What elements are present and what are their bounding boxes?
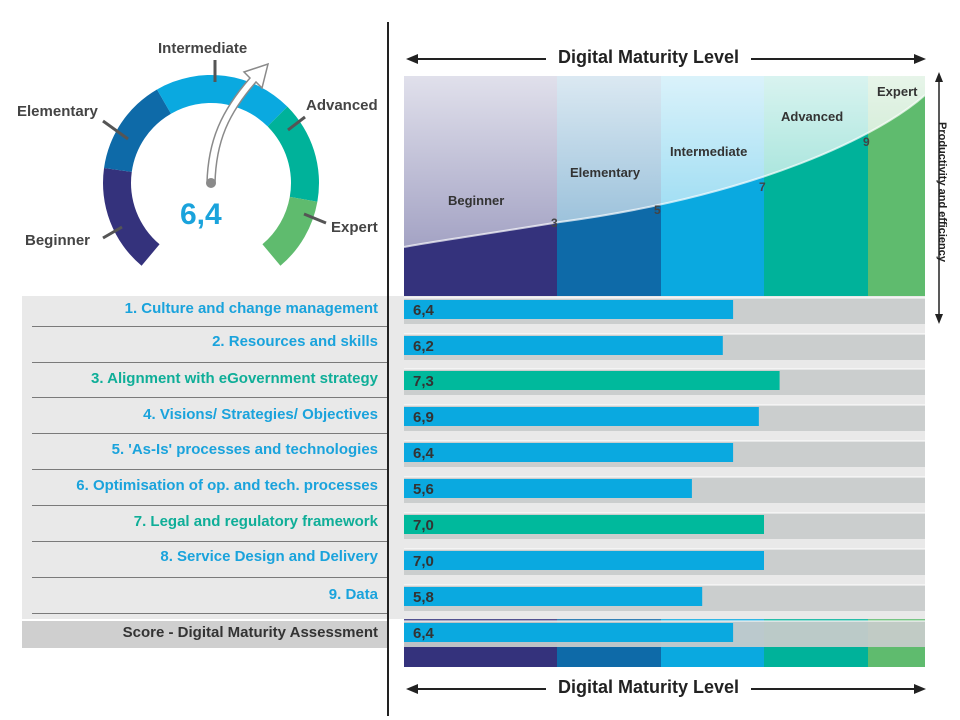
maturity-curve-fade [404,76,925,247]
bar-value-6: 5,6 [413,481,434,498]
band-bottom-expert [868,647,925,667]
threshold-7: 7 [759,180,766,194]
top-axis-arrow-head-right [914,54,926,64]
dimension-label-8: 8. Service Design and Delivery [160,548,378,565]
pointer-elementary [102,119,129,141]
dimension-label-9: 9. Data [328,586,378,603]
dimension-label-3: 3. Alignment with eGovernment strategy [91,370,378,387]
band-bottom-elementary [557,647,661,667]
dimension-label-4: 4. Visions/ Strategies/ Objectives [143,406,378,423]
dimension-label-1: 1. Culture and change management [124,300,378,317]
productivity-arrow-down [935,314,943,324]
bar-value-9: 5,8 [413,589,434,606]
gauge-label-intermediate: Intermediate [158,40,248,57]
score-row-background [22,621,388,648]
dimension-label-7: 7. Legal and regulatory framework [133,513,378,530]
bar-value-2: 6,2 [413,338,434,355]
gauge-segment-expert [262,196,318,266]
axis-title-top: Digital Maturity Level [546,47,752,68]
bar-3 [404,371,780,390]
gauge-segment-beginner [102,167,160,266]
panel-level-beginner: Beginner [448,193,505,208]
gauge-label-expert: Expert [331,219,378,236]
bar-1 [404,300,734,319]
pointer-beginner [102,225,123,240]
score-bars: 6,4 6,2 7,3 6,9 6,4 5,6 7,0 7,0 5,8 6,4 [404,300,780,642]
pointer-advanced [287,115,306,132]
bar-10 [404,623,734,642]
gauge-needle-hub [206,178,216,188]
top-axis-arrow-head-left [406,54,418,64]
bar-8 [404,551,764,570]
bar-value-8: 7,0 [413,553,434,570]
threshold-9: 9 [863,135,870,149]
gauge-score: 6,4 [180,198,222,231]
gauge-needle [206,62,270,184]
bar-value-1: 6,4 [413,302,435,319]
dimension-label-5: 5. 'As-Is' processes and technologies [111,441,378,458]
gauge-label-elementary: Elementary [17,103,98,120]
dimension-label-2: 2. Resources and skills [212,333,378,350]
gauge-label-advanced: Advanced [306,97,378,114]
gauge-segment-intermediate [157,75,288,127]
bottom-axis-arrow-head-right [914,684,926,694]
panel-level-advanced: Advanced [781,109,844,124]
productivity-arrow-up [935,72,943,82]
panel-level-expert: Expert [877,84,918,99]
band-bottom-intermediate [661,647,764,667]
band-bottom-advanced [764,647,868,667]
bar-2 [404,336,723,355]
score-label: Score - Digital Maturity Assessment [122,624,378,641]
gauge [102,60,327,266]
bar-value-10: 6,4 [413,625,435,642]
gauge-label-beginner: Beginner [25,232,91,249]
threshold-3: 3 [551,216,558,230]
bar-value-4: 6,9 [413,409,434,426]
bar-5 [404,443,734,462]
bar-value-7: 7,0 [413,517,434,534]
bar-9 [404,587,703,606]
gauge-segment-elementary [104,89,171,172]
pointer-expert [303,212,327,225]
bar-7 [404,515,764,534]
axis-title-bottom: Digital Maturity Level [546,677,752,698]
bar-6 [404,479,692,498]
maturity-curve [403,94,926,248]
bar-value-3: 7,3 [413,373,434,390]
bar-value-5: 6,4 [413,445,435,462]
bar-4 [404,407,759,426]
bottom-axis-arrow-head-left [406,684,418,694]
dimension-label-6: 6. Optimisation of op. and tech. process… [76,477,378,494]
band-bottom-beginner [404,647,557,667]
panel-level-intermediate: Intermediate [670,144,748,159]
panel-level-elementary: Elementary [570,165,641,180]
threshold-5: 5 [654,203,661,217]
gauge-segment-advanced [267,106,319,202]
productivity-label: Productivity and efficiency [936,122,948,262]
